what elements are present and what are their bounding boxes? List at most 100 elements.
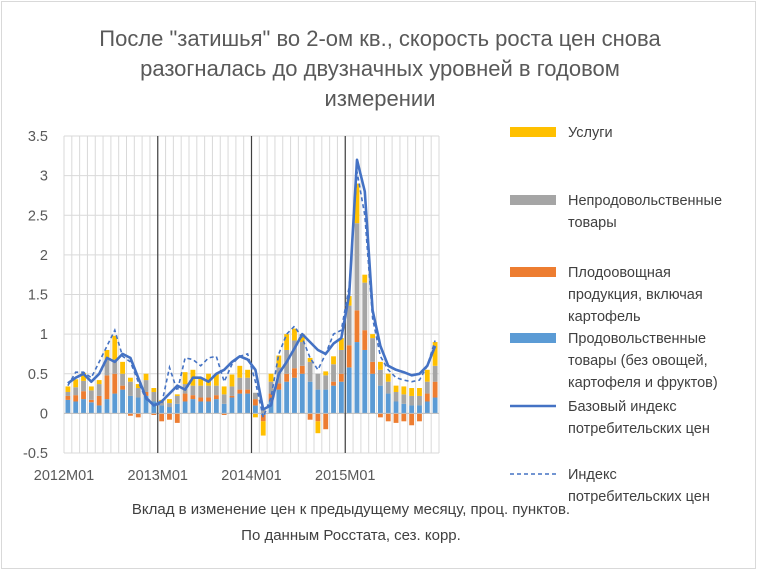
bar-food bbox=[292, 377, 297, 414]
bar-services bbox=[221, 386, 227, 395]
bar-services bbox=[331, 356, 336, 365]
bar-nonfood bbox=[213, 385, 219, 396]
bar-food bbox=[299, 373, 305, 414]
bar-food bbox=[96, 405, 102, 414]
bar-fruitveg bbox=[159, 413, 165, 422]
bar-services bbox=[323, 371, 329, 376]
core-cpi-line bbox=[67, 158, 437, 411]
bar-fruitveg bbox=[88, 399, 94, 403]
bar-fruitveg bbox=[377, 413, 383, 418]
bar-food bbox=[331, 385, 336, 414]
bar-nonfood bbox=[151, 391, 157, 402]
bar-food bbox=[393, 401, 399, 414]
caption-line-1: Вклад в изменение цен к предыдущему меся… bbox=[132, 501, 570, 518]
bar-fruitveg bbox=[323, 413, 329, 430]
bar-fruitveg bbox=[362, 330, 368, 350]
bar-fruitveg bbox=[65, 395, 71, 400]
bar-fruitveg bbox=[315, 413, 321, 422]
bar-food bbox=[174, 403, 180, 414]
bar-nonfood bbox=[65, 391, 71, 396]
bar-food bbox=[362, 349, 368, 414]
legend-item-core_line: Базовый индекс потребительских цен bbox=[510, 399, 710, 437]
x-tick-label: 2015M01 bbox=[315, 468, 375, 484]
bar-fruitveg bbox=[206, 397, 211, 402]
bar-services bbox=[268, 373, 274, 382]
bar-fruitveg bbox=[151, 413, 157, 415]
legend-label: товары bbox=[568, 215, 617, 231]
bar-services bbox=[237, 365, 243, 378]
bar-fruitveg bbox=[370, 361, 376, 374]
bar-nonfood bbox=[88, 390, 94, 400]
bar-services bbox=[120, 361, 126, 374]
bar-nonfood bbox=[307, 361, 313, 382]
bar-food bbox=[88, 402, 94, 414]
bar-services bbox=[167, 399, 172, 404]
chart-title-line-2: разогналась до двузначных уровней в годо… bbox=[140, 56, 620, 81]
bar-services bbox=[276, 355, 282, 368]
bar-food bbox=[385, 393, 391, 414]
bar-food bbox=[221, 403, 227, 414]
bar-food bbox=[268, 401, 274, 414]
bar-nonfood bbox=[229, 386, 235, 396]
bar-food bbox=[424, 401, 430, 414]
legend-label: Продовольственные bbox=[568, 331, 706, 347]
bar-food bbox=[323, 389, 329, 414]
bar-fruitveg bbox=[299, 365, 305, 374]
bar-nonfood bbox=[268, 381, 274, 394]
bar-fruitveg bbox=[198, 397, 204, 402]
bar-services bbox=[409, 388, 415, 396]
bar-nonfood bbox=[299, 342, 305, 366]
caption-line-2: По данным Росстата, сез. корр. bbox=[241, 527, 461, 544]
y-tick-label: 3 bbox=[40, 169, 48, 185]
bar-food bbox=[159, 405, 165, 414]
bar-services bbox=[338, 338, 344, 350]
bar-fruitveg bbox=[135, 413, 141, 418]
legend-swatch-food bbox=[510, 333, 556, 343]
bar-food bbox=[401, 403, 407, 414]
bar-nonfood bbox=[417, 395, 422, 406]
bar-food bbox=[135, 397, 141, 414]
bar-food bbox=[284, 381, 290, 414]
y-tick-label: 0.5 bbox=[28, 367, 48, 383]
bar-food bbox=[198, 401, 204, 414]
legend-label: Услуги bbox=[568, 125, 613, 141]
bar-food bbox=[73, 401, 79, 414]
legend-item-cpi_line: Индекс потребительских цен bbox=[510, 467, 710, 505]
y-tick-label: 1 bbox=[40, 327, 48, 343]
bar-nonfood bbox=[338, 349, 344, 374]
bar-food bbox=[167, 407, 172, 414]
bar-services bbox=[213, 373, 219, 386]
bar-nonfood bbox=[174, 395, 180, 404]
bar-food bbox=[229, 397, 235, 414]
legend-swatch-fruitveg bbox=[510, 267, 556, 277]
bar-services bbox=[245, 369, 251, 378]
axis-layer: -0.5 0 0.5 1 1.5 2 2.5 3 3.5 2012M01 2013M01 2014M0… bbox=[23, 129, 439, 484]
bar-nonfood bbox=[323, 375, 329, 390]
bar-nonfood bbox=[120, 373, 126, 386]
legend-label: потребительских цен bbox=[568, 489, 710, 505]
bar-fruitveg bbox=[346, 345, 352, 368]
legend-label: картофеля и фруктов) bbox=[568, 375, 718, 391]
bar-nonfood bbox=[198, 385, 204, 398]
bars-layer bbox=[65, 183, 438, 436]
bar-nonfood bbox=[112, 359, 118, 374]
bar-nonfood bbox=[362, 282, 368, 331]
bar-nonfood bbox=[370, 338, 376, 362]
bar-nonfood bbox=[252, 392, 258, 400]
bar-food bbox=[127, 395, 133, 414]
bar-fruitveg bbox=[81, 391, 86, 400]
legend-label: потребительских цен bbox=[568, 421, 710, 437]
bar-services bbox=[127, 377, 133, 382]
bar-nonfood bbox=[385, 381, 391, 394]
x-tick-label: 2013M01 bbox=[128, 468, 188, 484]
bar-fruitveg bbox=[127, 413, 133, 416]
bar-nonfood bbox=[331, 364, 336, 382]
bar-nonfood bbox=[104, 359, 110, 376]
bar-nonfood bbox=[315, 373, 321, 390]
bar-fruitveg bbox=[292, 368, 297, 378]
bar-food bbox=[237, 393, 243, 414]
bar-services bbox=[229, 374, 235, 387]
legend-label: картофель bbox=[568, 309, 641, 325]
legend-item-nonfood: Непродовольственные товары bbox=[510, 193, 722, 231]
